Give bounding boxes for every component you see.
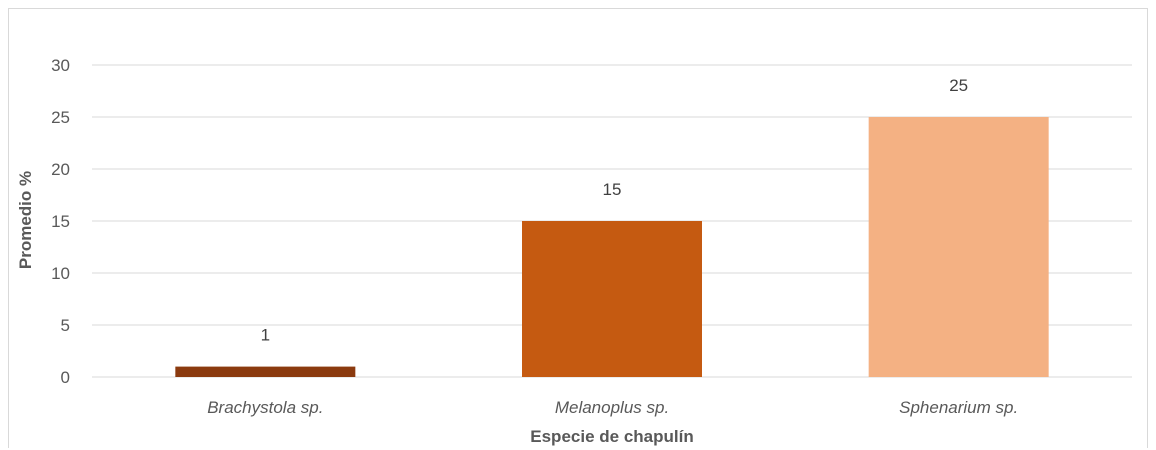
data-labels: 1 15 25	[261, 76, 969, 345]
bars	[175, 117, 1049, 377]
data-label: 25	[949, 76, 968, 95]
x-axis-title: Especie de chapulín	[530, 427, 693, 446]
y-tick-label: 25	[51, 108, 70, 127]
bar	[522, 221, 702, 377]
chart-frame	[8, 8, 1148, 448]
y-tick-label: 30	[51, 56, 70, 75]
category-label: Melanoplus sp.	[555, 398, 669, 417]
y-tick-label: 20	[51, 160, 70, 179]
bar	[868, 117, 1049, 377]
bar	[175, 366, 356, 377]
data-label: 15	[603, 180, 622, 199]
category-label: Sphenarium sp.	[899, 398, 1018, 417]
y-tick-label: 15	[51, 212, 70, 231]
y-tick-label: 10	[51, 264, 70, 283]
data-label: 1	[261, 326, 270, 345]
category-label: Brachystola sp.	[207, 398, 323, 417]
y-tick-label: 0	[61, 368, 70, 387]
y-axis-title: Promedio %	[16, 171, 35, 269]
y-axis-ticks: 0 5 10 15 20 25 30	[51, 56, 70, 387]
y-tick-label: 5	[61, 316, 70, 335]
category-labels: Brachystola sp. Melanoplus sp. Sphenarium …	[207, 398, 1018, 417]
